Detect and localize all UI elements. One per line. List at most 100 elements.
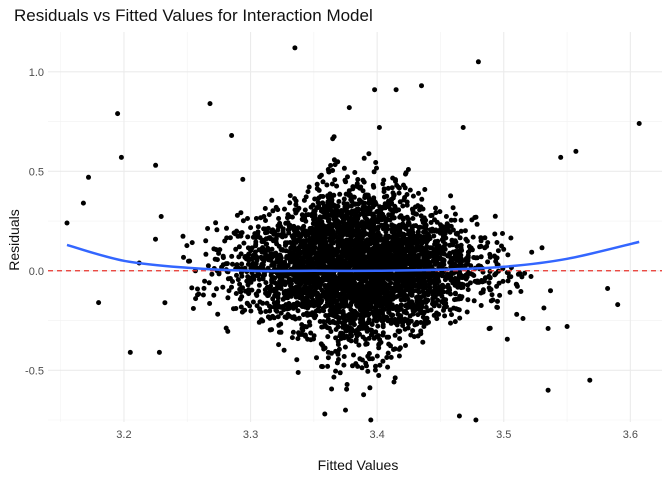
data-point bbox=[345, 174, 350, 180]
data-point bbox=[350, 228, 355, 234]
data-point bbox=[414, 242, 420, 248]
data-point bbox=[312, 315, 318, 321]
data-point bbox=[341, 354, 347, 359]
data-point bbox=[453, 306, 459, 312]
data-point bbox=[248, 225, 254, 231]
data-point bbox=[236, 244, 242, 250]
data-point bbox=[195, 286, 200, 292]
data-point bbox=[344, 252, 350, 258]
data-point bbox=[427, 285, 433, 291]
data-point bbox=[458, 217, 464, 223]
data-point bbox=[349, 195, 355, 200]
data-point bbox=[539, 245, 545, 251]
data-point bbox=[346, 317, 352, 323]
data-point bbox=[507, 289, 513, 295]
data-point bbox=[297, 282, 303, 288]
data-point bbox=[373, 307, 379, 313]
data-point bbox=[435, 277, 441, 283]
data-point bbox=[304, 264, 310, 270]
data-point bbox=[335, 225, 341, 231]
data-point bbox=[468, 271, 474, 277]
data-point bbox=[486, 280, 492, 286]
data-point bbox=[383, 218, 389, 224]
data-point bbox=[227, 276, 233, 281]
data-point bbox=[296, 258, 302, 264]
data-point bbox=[357, 198, 363, 204]
data-point bbox=[261, 214, 267, 219]
data-point bbox=[320, 305, 326, 311]
data-point bbox=[414, 319, 420, 325]
data-point bbox=[331, 134, 337, 140]
data-point bbox=[361, 392, 367, 398]
data-point bbox=[211, 292, 217, 298]
data-point bbox=[390, 242, 396, 248]
data-point bbox=[416, 225, 422, 230]
data-point bbox=[272, 293, 278, 299]
data-point bbox=[323, 290, 329, 296]
data-point bbox=[449, 312, 454, 318]
data-point bbox=[393, 274, 399, 280]
data-point bbox=[281, 289, 287, 295]
data-point bbox=[250, 274, 256, 280]
data-point bbox=[245, 216, 250, 221]
data-point bbox=[315, 237, 321, 243]
data-point bbox=[277, 263, 283, 269]
data-point bbox=[337, 370, 343, 376]
y-tick-label: -0.5 bbox=[25, 365, 44, 377]
data-point bbox=[412, 282, 417, 288]
data-point bbox=[442, 313, 448, 319]
data-point bbox=[343, 407, 348, 413]
data-point bbox=[423, 245, 429, 251]
data-point bbox=[277, 252, 283, 258]
data-point bbox=[331, 374, 337, 380]
data-point bbox=[374, 353, 380, 359]
data-point bbox=[444, 304, 449, 310]
data-point bbox=[347, 328, 353, 334]
data-point bbox=[460, 125, 466, 130]
data-point bbox=[464, 272, 470, 278]
data-point bbox=[293, 284, 299, 290]
data-point bbox=[247, 303, 253, 309]
data-point bbox=[310, 221, 316, 227]
data-point bbox=[316, 259, 321, 265]
data-point bbox=[415, 256, 420, 262]
data-point bbox=[381, 246, 387, 252]
data-point bbox=[207, 101, 213, 107]
data-point bbox=[189, 240, 195, 246]
data-point bbox=[465, 297, 471, 303]
data-point bbox=[86, 174, 91, 180]
data-point bbox=[294, 247, 300, 253]
data-point bbox=[341, 196, 347, 202]
data-point bbox=[282, 206, 287, 212]
data-point bbox=[259, 261, 265, 267]
data-point bbox=[329, 181, 335, 187]
data-point bbox=[388, 343, 393, 349]
data-point bbox=[302, 246, 308, 252]
data-point bbox=[326, 247, 332, 253]
data-point bbox=[253, 216, 259, 221]
data-point bbox=[316, 187, 322, 193]
data-point bbox=[245, 261, 251, 267]
data-point bbox=[292, 45, 298, 51]
data-point bbox=[340, 245, 346, 250]
data-point bbox=[441, 307, 446, 313]
data-point bbox=[492, 213, 498, 219]
data-point bbox=[325, 272, 331, 278]
data-point bbox=[340, 309, 346, 315]
data-point bbox=[293, 239, 299, 245]
data-point bbox=[469, 217, 475, 223]
data-point bbox=[587, 377, 593, 383]
data-point bbox=[258, 309, 264, 315]
data-point bbox=[293, 198, 299, 204]
data-point bbox=[435, 272, 441, 278]
data-point bbox=[284, 315, 289, 321]
data-point bbox=[308, 204, 314, 210]
data-point bbox=[311, 231, 317, 237]
data-point bbox=[206, 280, 212, 286]
data-point bbox=[242, 307, 248, 313]
data-point bbox=[454, 244, 460, 250]
data-point bbox=[207, 301, 213, 306]
data-point bbox=[505, 252, 511, 258]
data-point bbox=[448, 256, 454, 262]
data-point bbox=[495, 248, 501, 254]
